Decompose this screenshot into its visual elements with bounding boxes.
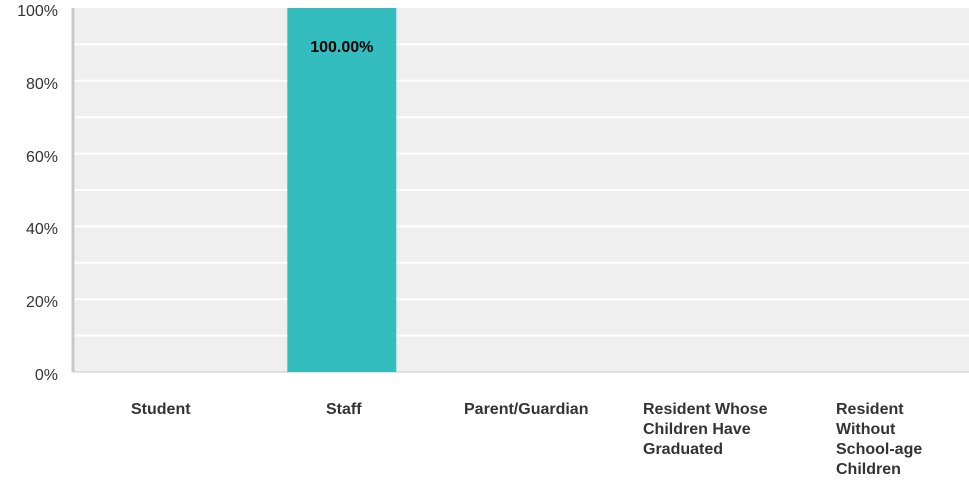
y-tick-label: 80% <box>25 75 58 93</box>
x-category-label: Resident Without School-age Children <box>836 401 923 478</box>
y-tick-label: 100% <box>17 3 58 20</box>
y-tick-label: 20% <box>25 294 58 312</box>
x-category-label: Resident Whose Children Have Graduated <box>643 401 768 458</box>
x-category-label: Staff <box>326 401 362 418</box>
y-tick-label: 40% <box>25 221 58 239</box>
y-tick-label: 60% <box>25 148 58 166</box>
y-tick-label: 0% <box>34 367 58 384</box>
data-label-2: 100.00% <box>310 39 373 56</box>
bar-2 <box>287 8 397 372</box>
x-category-label: Parent/Guardian <box>464 401 589 418</box>
x-category-label: Student <box>131 401 191 418</box>
